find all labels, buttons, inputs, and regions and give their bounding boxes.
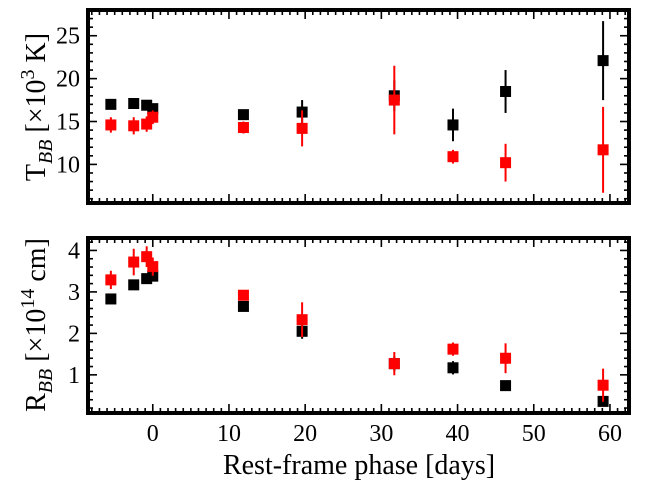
radius-plot-frame — [86, 236, 631, 415]
radius-y-tick-label: 1 — [68, 363, 80, 389]
radius-red-point — [128, 248, 140, 276]
temperature-red-point — [296, 110, 308, 147]
radius-red-point — [296, 302, 308, 338]
radius-red-point — [141, 246, 153, 268]
temperature-red-point — [447, 149, 459, 164]
radius-red-marker — [147, 261, 159, 273]
radius-panel: 0 10 20 30 40 50 60 1 2 3 4 RBB [×1014 cm] — [17, 236, 631, 447]
temperature-red-point — [597, 106, 609, 193]
temperature-black-point — [141, 99, 153, 111]
temperature-black-marker — [141, 99, 153, 111]
radius-red-point — [388, 352, 400, 376]
radius-y-tick-label: 4 — [68, 238, 80, 264]
temperature-black-point — [128, 97, 140, 109]
radius-red-marker — [141, 251, 153, 263]
temperature-black-point — [105, 98, 117, 110]
temperature-red-marker — [597, 144, 609, 156]
radius-red-marker — [105, 274, 117, 286]
temperature-axes: 10 15 20 25 — [56, 8, 631, 205]
temperature-black-marker — [500, 85, 512, 97]
radius-black-point — [105, 293, 117, 305]
radius-black-marker — [128, 279, 140, 291]
radius-y-tick-label: 3 — [68, 280, 80, 306]
temperature-red-point — [237, 121, 249, 134]
radius-black-point — [128, 279, 140, 291]
radius-y-axis-label: RBB [×1014 cm] — [17, 238, 57, 412]
radius-x-tick-label: 30 — [369, 421, 393, 447]
temperature-y-tick-label: 25 — [56, 24, 80, 50]
radius-red-marker — [388, 358, 400, 370]
radius-x-tick-label: 60 — [598, 421, 622, 447]
temperature-red-marker — [296, 122, 308, 134]
radius-data-points — [105, 246, 609, 407]
temperature-black-marker — [147, 103, 159, 115]
temperature-y-tick-label: 10 — [56, 152, 80, 178]
radius-black-point — [500, 380, 512, 392]
radius-red-marker — [296, 314, 308, 326]
radius-x-tick-label: 10 — [217, 421, 241, 447]
temperature-black-marker — [597, 55, 609, 67]
temperature-y-tick-label: 15 — [56, 110, 80, 136]
temperature-red-point — [500, 143, 512, 182]
radius-red-point — [105, 270, 117, 290]
radius-black-point — [447, 361, 459, 375]
radius-black-marker — [447, 362, 459, 374]
radius-red-point — [500, 343, 512, 374]
radius-red-marker — [597, 379, 609, 391]
temperature-red-point — [388, 65, 400, 135]
temperature-red-point — [105, 117, 117, 133]
temperature-data-points — [105, 21, 609, 193]
radius-black-point — [237, 300, 249, 312]
temperature-red-marker — [237, 122, 249, 134]
temperature-black-point — [597, 21, 609, 101]
temperature-black-marker — [447, 119, 459, 131]
temperature-black-marker — [237, 109, 249, 121]
x-axis-label: Rest-frame phase [days] — [223, 450, 495, 481]
radius-red-marker — [237, 289, 249, 301]
temperature-red-marker — [105, 119, 117, 131]
radius-red-point — [237, 289, 249, 301]
temperature-black-point — [237, 109, 249, 121]
temperature-red-point — [141, 116, 153, 132]
radius-black-marker — [147, 270, 159, 282]
radius-x-tick-label: 20 — [293, 421, 317, 447]
temperature-red-marker — [447, 151, 459, 163]
radius-red-point — [597, 368, 609, 402]
temperature-y-axis-label: TBB [×103 K] — [17, 33, 57, 181]
temperature-black-marker — [128, 97, 140, 109]
temperature-red-point — [128, 117, 140, 135]
radius-red-marker — [447, 343, 459, 355]
temperature-plot-frame — [86, 8, 631, 205]
temperature-y-tick-label: 20 — [56, 67, 80, 93]
radius-red-point — [147, 257, 159, 276]
radius-x-tick-label: 0 — [147, 421, 159, 447]
temperature-black-marker — [105, 98, 117, 110]
radius-red-point — [447, 342, 459, 356]
temperature-red-marker — [500, 157, 512, 169]
radius-black-marker — [237, 300, 249, 312]
temperature-panel: 10 15 20 25 TBB [×103 K] — [17, 8, 631, 205]
radius-x-tick-label: 40 — [446, 421, 470, 447]
radius-black-marker — [105, 293, 117, 305]
radius-axes: 0 10 20 30 40 50 60 1 2 3 4 — [68, 236, 631, 447]
temperature-black-point — [500, 70, 512, 113]
radius-red-marker — [500, 352, 512, 364]
temperature-red-marker — [147, 111, 159, 123]
radius-y-tick-label: 2 — [68, 321, 80, 347]
radius-black-point — [141, 273, 153, 285]
temperature-red-marker — [388, 94, 400, 106]
temperature-black-point — [447, 108, 459, 142]
radius-x-tick-label: 50 — [522, 421, 546, 447]
temperature-red-marker — [141, 118, 153, 130]
radius-red-marker — [128, 256, 140, 268]
temperature-red-marker — [128, 120, 140, 132]
radius-black-marker — [500, 380, 512, 392]
temperature-red-point — [147, 110, 159, 125]
radius-black-marker — [141, 273, 153, 285]
